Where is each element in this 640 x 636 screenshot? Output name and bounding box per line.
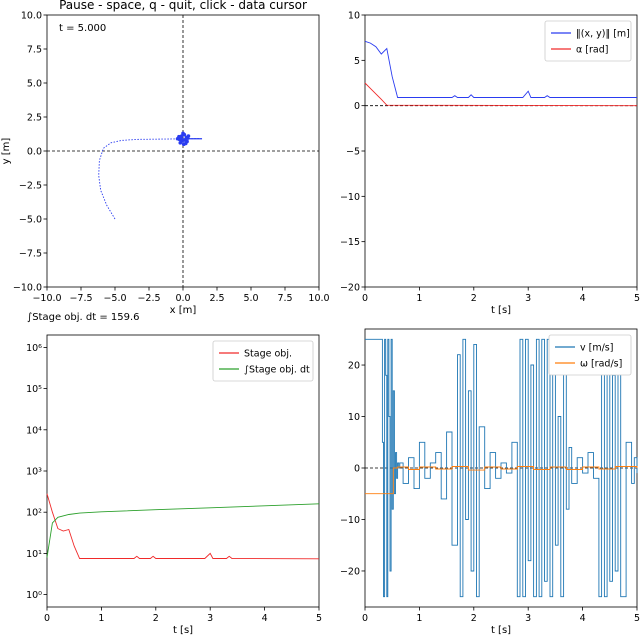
y-tick-label: 7.5 <box>27 45 42 56</box>
x-tick-label: 4 <box>580 293 586 304</box>
legend-box <box>544 20 632 62</box>
x-axis-label: t [s] <box>491 305 511 316</box>
legend-label: ‖(x, y)‖ [m] <box>576 29 630 40</box>
y-tick-label: 10² <box>26 508 42 519</box>
robot-marker <box>186 134 191 138</box>
y-tick-label: 10³ <box>26 467 42 478</box>
x-tick-label: 0 <box>44 613 50 624</box>
y-tick-label: −5 <box>346 147 360 158</box>
velocity-series <box>365 338 638 598</box>
x-tick-label: 3 <box>525 293 531 304</box>
x-tick-label: 5 <box>634 613 640 624</box>
x-axis-label: x [m] <box>170 305 197 316</box>
x-tick-label: 3 <box>525 613 531 624</box>
y-tick-label: −20 <box>340 566 360 577</box>
x-tick-label: −5.0 <box>103 293 126 304</box>
legend-label: Stage obj. <box>244 349 292 360</box>
y-tick-label: 10⁵ <box>26 384 42 395</box>
y-tick-label: 10 <box>348 11 360 22</box>
x-tick-label: 7.5 <box>277 293 292 304</box>
robot-marker <box>183 141 188 146</box>
x-tick-label: 1 <box>416 613 422 624</box>
y-tick-label: 5.0 <box>27 79 42 90</box>
x-tick-label: 2 <box>471 293 477 304</box>
y-tick-label: −5.0 <box>19 215 42 226</box>
integral-series <box>46 503 320 558</box>
y-axis-label: y [m] <box>1 138 12 165</box>
x-tick-label: 2.5 <box>209 293 224 304</box>
x-tick-label: 0 <box>362 293 368 304</box>
robot-marker <box>180 139 185 143</box>
robot-marker <box>181 131 185 136</box>
x-tick-label: 5 <box>634 293 640 304</box>
legend-label: ∫Stage obj. dt <box>244 365 310 376</box>
y-tick-label: −10 <box>340 515 360 526</box>
y-tick-label: 10.0 <box>21 11 42 22</box>
y-tick-label: 5 <box>354 56 360 67</box>
trajectory-path <box>98 138 200 220</box>
y-tick-label: 10⁰ <box>26 590 42 601</box>
integral-annotation: ∫Stage obj. dt = 159.6 <box>27 312 140 323</box>
figure-header: Pause - space, q - quit, click - data cu… <box>59 0 307 12</box>
time-annotation: t = 5.000 <box>59 23 106 34</box>
x-axis-label: t [s] <box>173 625 193 636</box>
x-tick-label: 5.0 <box>243 293 258 304</box>
y-tick-label: 10⁶ <box>26 343 42 354</box>
y-tick-label: −15 <box>340 237 360 248</box>
x-tick-label: −7.5 <box>69 293 92 304</box>
y-tick-label: 2.5 <box>27 113 42 124</box>
x-tick-label: −2.5 <box>137 293 160 304</box>
y-tick-label: −7.5 <box>19 249 42 260</box>
x-tick-label: 1 <box>98 613 104 624</box>
y-tick-label: 10⁴ <box>26 425 42 436</box>
y-tick-label: 10¹ <box>26 549 42 560</box>
legend-label: α [rad] <box>576 45 608 56</box>
stage-series <box>46 493 320 560</box>
x-tick-label: 10.0 <box>308 293 329 304</box>
x-tick-label: −10.0 <box>32 293 61 304</box>
x-axis-label: t [s] <box>491 625 511 636</box>
x-tick-label: 0.0 <box>175 293 190 304</box>
x-tick-label: 3 <box>207 613 213 624</box>
controls-plot[interactable]: 0 1 2 3 4 5 −20 −10 0 10 20 t [s] v [m/s] ω [rad/s] <box>340 328 640 636</box>
norm-alpha-plot[interactable]: 0 1 2 3 4 5 −20 −15 −10 −5 0 5 10 t [s] ‖(x, y)‖ [m] α … <box>340 11 640 317</box>
y-tick-label: 0 <box>354 101 360 112</box>
y-tick-label: 0.0 <box>27 147 42 158</box>
y-tick-label: 0 <box>354 464 360 475</box>
legend-box <box>212 340 314 382</box>
y-tick-label: −20 <box>340 283 360 294</box>
legend-box <box>548 334 632 376</box>
y-tick-label: 20 <box>348 361 360 372</box>
x-tick-label: 4 <box>262 613 268 624</box>
x-tick-label: 1 <box>416 293 422 304</box>
legend-label: ω [rad/s] <box>580 359 622 370</box>
x-tick-label: 2 <box>153 613 159 624</box>
y-tick-label: −2.5 <box>19 181 42 192</box>
omega-series <box>365 466 638 495</box>
y-tick-label: −10 <box>340 192 360 203</box>
y-tick-label: −10.0 <box>13 283 42 294</box>
y-tick-label: 10 <box>348 412 360 423</box>
x-tick-label: 5 <box>316 613 322 624</box>
x-tick-label: 0 <box>362 613 368 624</box>
norm-series <box>364 40 637 98</box>
legend-label: v [m/s] <box>580 343 613 354</box>
x-tick-label: 2 <box>471 613 477 624</box>
x-tick-label: 4 <box>580 613 586 624</box>
alpha-series <box>364 82 638 107</box>
trajectory-plot[interactable]: −10.0 −7.5 −5.0 −2.5 0.0 2.5 5.0 7.5 10.0 −10.0 −7… <box>1 11 330 317</box>
stage-cost-plot[interactable]: 0 1 2 3 4 5 10⁰ 10¹ 10² 10³ 10⁴ 10⁵ 10⁶ t [s] Stage ob… <box>26 312 322 636</box>
